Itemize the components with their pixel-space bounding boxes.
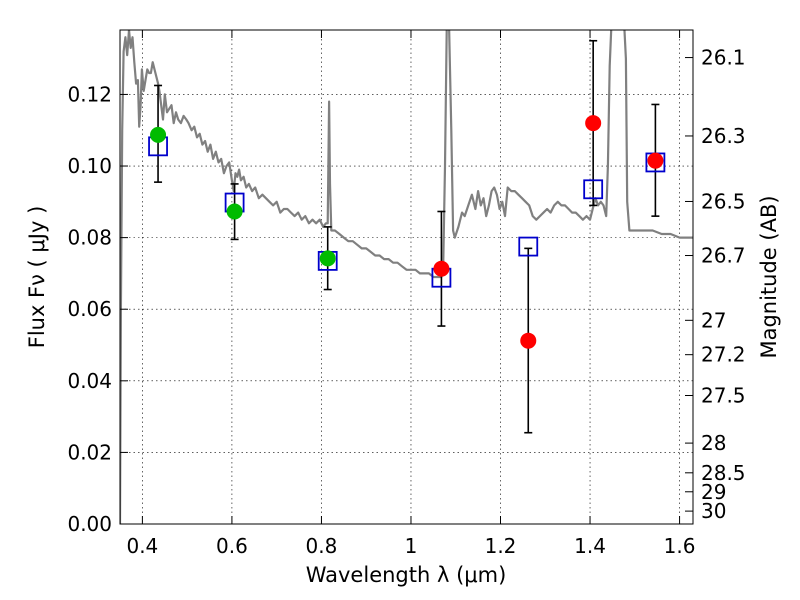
observed-point-red	[433, 260, 450, 277]
observed-point-red	[647, 152, 664, 169]
x-axis-label: Wavelength λ (μm)	[306, 563, 507, 587]
y-tick-label: 0.00	[67, 512, 112, 536]
plot-frame	[119, 29, 694, 525]
magnitude-tick-label: 27	[701, 308, 726, 332]
magnitude-tick-label: 30	[701, 499, 726, 523]
y-tick-label: 0.06	[67, 297, 112, 321]
y-tick-label: 0.08	[67, 226, 112, 250]
observed-point-red	[520, 332, 537, 349]
magnitude-tick-label: 28.5	[701, 461, 746, 485]
x-tick-label: 0.6	[216, 534, 248, 558]
y-tick-label: 0.10	[67, 154, 112, 178]
y-axis-ticks: 0.00 0.02 0.04 0.06 0.08 0.10 0.12	[67, 82, 128, 536]
x-tick-label: 0.4	[126, 534, 158, 558]
magnitude-tick-label: 26.3	[701, 124, 746, 148]
x-tick-label: 1.2	[485, 534, 517, 558]
x-tick-label: 1.4	[574, 534, 606, 558]
x-tick-label: 1	[405, 534, 418, 558]
magnitude-tick-label: 26.5	[701, 189, 746, 213]
observed-points	[150, 115, 664, 349]
spectrum-line	[120, 30, 693, 524]
y-tick-label: 0.12	[67, 82, 112, 106]
magnitude-axis-label: Magnitude (AB)	[757, 195, 781, 358]
y-tick-label: 0.02	[67, 440, 112, 464]
magnitude-tick-label: 27.5	[701, 383, 746, 407]
magnitude-tick-label: 29	[701, 480, 726, 504]
magnitude-tick-label: 28	[701, 431, 726, 455]
model-box-marker	[518, 236, 539, 257]
model-photometry-boxes	[148, 136, 666, 288]
observed-point-red	[585, 115, 602, 132]
x-tick-label: 0.8	[306, 534, 338, 558]
magnitude-tick-label: 26.7	[701, 244, 746, 268]
error-bars	[154, 39, 660, 434]
y-tick-label: 0.04	[67, 369, 112, 393]
observed-point-green	[226, 203, 243, 220]
x-axis-ticks: 0.4 0.6 0.8 1 1.2 1.4 1.6	[126, 30, 695, 558]
observed-point-green	[319, 250, 336, 267]
magnitude-tick-label: 27.2	[701, 343, 746, 367]
model-box-marker	[583, 179, 604, 200]
model-spectrum	[120, 30, 693, 524]
observed-point-green	[150, 126, 167, 143]
x-tick-label: 1.6	[664, 534, 696, 558]
y-axis-label: Flux Fν ( μJy )	[25, 206, 49, 349]
grid	[120, 30, 693, 524]
magnitude-tick-label: 26.1	[701, 46, 746, 70]
